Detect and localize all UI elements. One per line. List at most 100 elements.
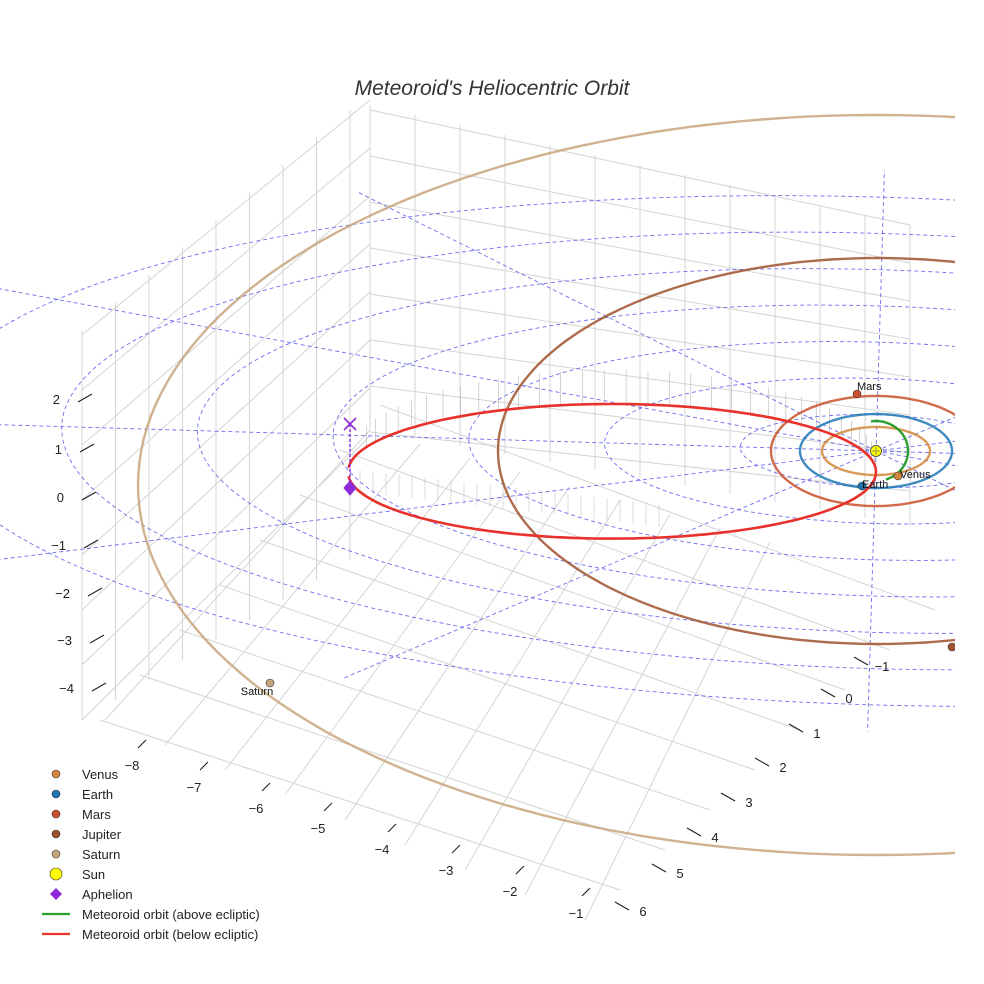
marker-saturn <box>265 678 275 688</box>
z-tick-label: 1 <box>55 442 62 457</box>
orbit-saturn <box>136 113 955 857</box>
grid-line <box>81 339 371 611</box>
x-tick-label: −4 <box>375 842 390 857</box>
legend-label: Jupiter <box>82 827 122 842</box>
marker-venus <box>893 471 903 481</box>
x-tick-mark <box>199 761 209 771</box>
orbit-mars <box>769 394 955 508</box>
meteoroid-orbit-above <box>870 419 910 481</box>
y-tick-mark <box>788 723 804 733</box>
x-tick-mark <box>515 865 525 875</box>
grid-line <box>259 539 801 731</box>
z-tick-mark <box>79 443 95 453</box>
y-tick-mark <box>686 827 702 837</box>
sun-center-cross <box>872 447 880 455</box>
z-tick-label: 0 <box>57 490 64 505</box>
y-tick-label: 3 <box>745 795 752 810</box>
ecliptic-spoke <box>875 440 955 452</box>
legend-symbol <box>51 769 61 779</box>
legend-label: Mars <box>82 807 111 822</box>
meteoroid-drop-lines <box>359 370 877 527</box>
grid-line <box>219 584 756 771</box>
ecliptic-spoke <box>0 424 877 452</box>
z-tick-label: −4 <box>59 681 74 696</box>
y-tick-label: 4 <box>711 830 718 845</box>
marker-earth <box>857 481 867 491</box>
x-tick-mark <box>581 887 591 897</box>
legend-label: Aphelion <box>82 887 133 902</box>
x-tick-label: −1 <box>569 906 584 921</box>
x-tick-mark <box>387 823 397 833</box>
y-tick-mark <box>853 656 869 666</box>
y-tick-mark <box>614 901 630 911</box>
grid-line <box>224 457 471 771</box>
aphelion-projection-marker <box>343 417 357 431</box>
z-tick-mark <box>81 491 97 501</box>
marker-jupiter <box>947 642 955 652</box>
legend-label: Sun <box>82 867 105 882</box>
grid-line <box>404 499 621 846</box>
legend-symbol <box>50 888 62 900</box>
z-tick-label: −2 <box>55 586 70 601</box>
y-tick-label: 0 <box>845 691 852 706</box>
y-tick-mark <box>651 863 667 873</box>
x-tick-mark <box>323 802 333 812</box>
z-tick-mark <box>89 634 105 644</box>
grid-line <box>339 449 891 651</box>
grid-line <box>284 471 521 796</box>
y-tick-label: 5 <box>676 866 683 881</box>
label-earth: Earth <box>862 479 888 491</box>
planet-markers: Mars Venus Earth Jup Saturn <box>241 381 976 698</box>
z-tick-label: 2 <box>53 392 60 407</box>
y-tick-label: 6 <box>639 904 646 919</box>
y-tick-mark <box>720 792 736 802</box>
y-tick-label: 2 <box>779 760 786 775</box>
ecliptic-spoke <box>343 450 877 679</box>
z-tick-mark <box>77 393 93 403</box>
grid-line <box>104 429 371 721</box>
x-tick-label: −5 <box>311 821 326 836</box>
x-tick-mark <box>261 782 271 792</box>
axis-ticks: 2 1 0 −1 −2 −3 −4 −8 −7 −6 −5 −4 −3 −2 −1 −1 0 1 2 3 4 5 6 <box>51 392 889 921</box>
marker-mars <box>852 389 862 399</box>
z-tick-label: −1 <box>51 538 66 553</box>
ecliptic-spoke <box>0 288 877 452</box>
ecliptic-spoke <box>875 450 955 491</box>
legend: Venus Earth Mars Jupiter Saturn Sun Aphelion Me… <box>42 767 260 942</box>
legend-label: Venus <box>82 767 119 782</box>
ecliptic-ring <box>196 268 955 634</box>
grid-line <box>139 674 666 851</box>
grid-line <box>179 629 711 811</box>
x-tick-mark <box>451 844 461 854</box>
legend-label: Meteoroid orbit (above ecliptic) <box>82 907 260 922</box>
orbit-venus <box>820 425 932 477</box>
grid-line <box>81 195 371 446</box>
z-tick-mark <box>91 682 107 692</box>
z-tick-mark <box>83 539 99 549</box>
y-tick-mark <box>820 688 836 698</box>
grid-line <box>81 243 371 501</box>
axis-pane-grid <box>81 99 936 921</box>
x-tick-label: −6 <box>249 801 264 816</box>
grid-line <box>344 485 571 821</box>
orbit-jupiter <box>496 256 955 646</box>
label-venus: Venus <box>900 469 931 481</box>
ecliptic-grid <box>0 170 955 732</box>
meteoroid-orbit <box>343 402 910 540</box>
ecliptic-ring <box>604 377 955 525</box>
grid-line <box>99 719 621 891</box>
grid-line <box>464 513 671 871</box>
ecliptic-ring <box>0 195 955 707</box>
meteoroid-orbit-below <box>347 402 878 540</box>
label-mars: Mars <box>857 381 882 393</box>
legend-label: Meteoroid orbit (below ecliptic) <box>82 927 258 942</box>
legend-label: Saturn <box>82 847 120 862</box>
ecliptic-ring <box>739 414 955 488</box>
y-tick-mark <box>754 757 770 767</box>
label-jupiter: Jup <box>958 648 976 660</box>
grid-line <box>584 541 771 921</box>
x-tick-label: −7 <box>187 780 202 795</box>
legend-symbol <box>51 849 61 859</box>
x-tick-label: −2 <box>503 884 518 899</box>
chart-title: Meteoroid's Heliocentric Orbit <box>355 77 631 100</box>
